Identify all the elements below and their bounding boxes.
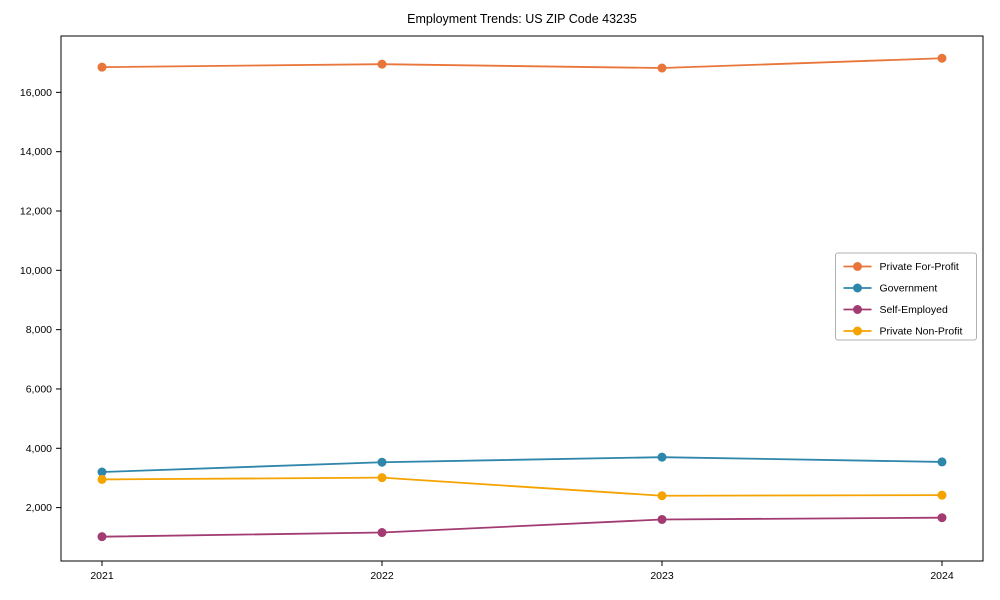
y-tick-label: 12,000 [20, 206, 52, 218]
x-tick-label: 2022 [370, 570, 394, 582]
data-point-self-employed-2023 [657, 514, 667, 524]
data-point-private-for-profit-2024 [937, 53, 947, 63]
x-tick-label: 2023 [650, 570, 674, 582]
data-point-private-for-profit-2022 [377, 59, 387, 69]
legend-label-self-employed: Self-Employed [880, 304, 948, 316]
legend-marker-icon [853, 326, 862, 336]
data-point-self-employed-2021 [97, 532, 107, 542]
legend-label-private-non-profit: Private Non-Profit [880, 326, 963, 338]
data-point-private-non-profit-2023 [657, 491, 667, 501]
legend-label-private-for-profit: Private For-Profit [880, 261, 959, 273]
y-tick-label: 16,000 [20, 87, 52, 99]
x-tick-label: 2024 [930, 570, 954, 582]
series-line-private-for-profit [101, 57, 943, 69]
data-point-government-2021 [97, 467, 107, 477]
y-tick-label: 4,000 [26, 443, 52, 455]
data-point-private-non-profit-2024 [937, 490, 947, 500]
x-tick-label: 2021 [90, 570, 114, 582]
data-point-private-non-profit-2021 [97, 474, 107, 484]
data-point-self-employed-2022 [377, 528, 387, 538]
y-tick-label: 6,000 [26, 383, 52, 395]
data-point-government-2023 [657, 452, 667, 462]
legend-label-government: Government [880, 283, 938, 295]
data-point-government-2024 [937, 457, 947, 467]
y-tick-label: 10,000 [20, 265, 52, 277]
legend-marker-icon [853, 283, 862, 293]
legend-box [835, 252, 977, 341]
plot-frame [60, 35, 984, 562]
data-point-government-2022 [377, 457, 387, 467]
legend-marker-icon [853, 305, 862, 314]
data-point-private-for-profit-2021 [97, 62, 107, 72]
data-point-private-non-profit-2022 [377, 473, 387, 483]
y-tick-label: 8,000 [26, 324, 52, 336]
series-line-private-non-profit [101, 476, 943, 497]
legend-marker-icon [853, 262, 862, 271]
y-tick-label: 14,000 [20, 146, 52, 158]
data-point-private-for-profit-2023 [657, 63, 667, 73]
data-point-self-employed-2024 [937, 513, 947, 523]
y-tick-label: 2,000 [26, 502, 52, 514]
series-line-government [101, 456, 943, 473]
chart-title: Employment Trends: US ZIP Code 43235 [407, 12, 637, 26]
series-line-self-employed [101, 516, 943, 538]
